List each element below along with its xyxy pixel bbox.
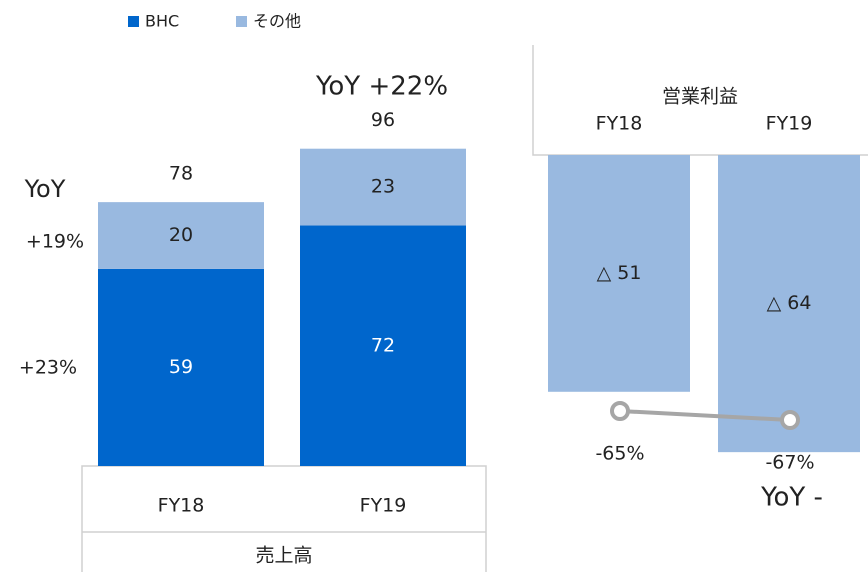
category-frame	[81, 465, 487, 572]
legend-label: その他	[253, 12, 301, 31]
annotation: YoY	[24, 175, 66, 203]
annotation: +23%	[19, 357, 77, 379]
total-label: 78	[169, 163, 193, 185]
bar	[548, 155, 690, 392]
annotation: YoY -	[760, 483, 823, 513]
yoy-point	[780, 410, 800, 430]
data-label: 59	[169, 356, 193, 378]
legend-swatch	[236, 16, 247, 27]
annotation: YoY +22%	[315, 72, 448, 102]
annotation: +19%	[26, 231, 84, 253]
yoy-line	[619, 409, 791, 422]
yoy-label: -67%	[765, 452, 814, 474]
bar-segment	[300, 148, 466, 226]
bar-segment	[300, 225, 466, 466]
data-label: 23	[371, 176, 395, 198]
legend-swatch	[128, 16, 139, 27]
data-label: △ 64	[767, 292, 812, 314]
data-label: 72	[371, 334, 395, 356]
total-label: 96	[371, 109, 395, 131]
data-label: △ 51	[597, 262, 642, 284]
bar	[718, 155, 860, 453]
bar-segment	[98, 202, 264, 269]
x-tick-label: FY18	[596, 113, 643, 135]
x-axis-label: 売上高	[255, 545, 312, 567]
data-label: 20	[169, 224, 193, 246]
yoy-label: -65%	[595, 443, 644, 465]
yoy-point	[610, 401, 630, 421]
x-tick-label: FY18	[158, 495, 205, 517]
legend-label: BHC	[145, 12, 179, 31]
bar-segment	[98, 268, 264, 466]
chart-title: 営業利益	[662, 86, 738, 108]
x-tick-label: FY19	[766, 113, 813, 135]
x-tick-label: FY19	[360, 495, 407, 517]
